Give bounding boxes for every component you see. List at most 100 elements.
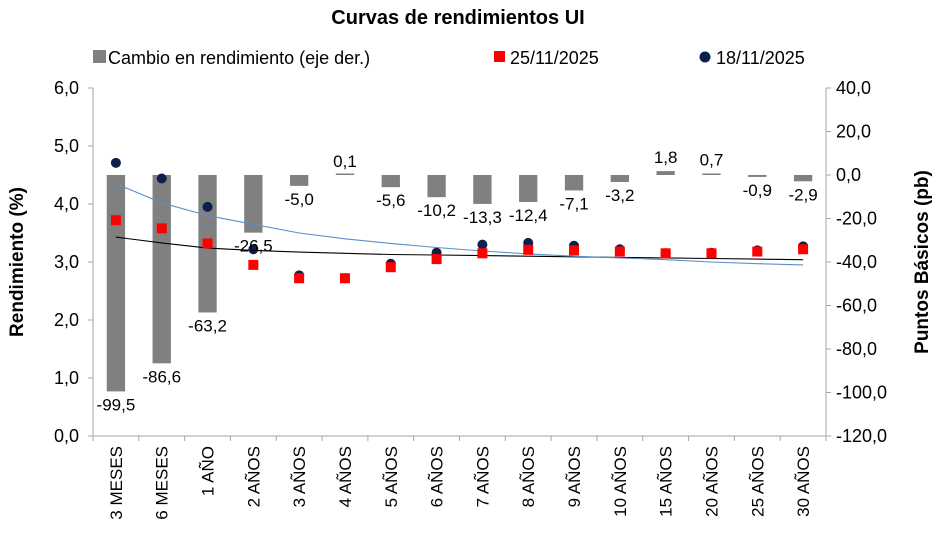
bar-value-label: -63,2 [188, 316, 227, 335]
marker-18-11-2025 [110, 157, 121, 168]
bar-value-label: -12,4 [509, 206, 548, 225]
right-tick-label: -60,0 [836, 296, 877, 316]
left-tick-label: 3,0 [54, 252, 79, 272]
bar-value-label: -7,1 [559, 194, 588, 213]
marker-25-11-2025 [614, 246, 625, 257]
marker-18-11-2025 [248, 244, 259, 255]
marker-18-11-2025 [156, 173, 167, 184]
change-bar [564, 175, 584, 191]
marker-25-11-2025 [156, 223, 167, 234]
left-tick-label: 4,0 [54, 194, 79, 214]
bar-value-label: -26,5 [234, 237, 273, 256]
category-label: 25 AÑOS [748, 446, 767, 517]
category-label: 7 AÑOS [473, 446, 492, 507]
left-tick-label: 1,0 [54, 368, 79, 388]
right-tick-label: -20,0 [836, 209, 877, 229]
bar-value-label: -13,3 [463, 208, 502, 227]
bar-value-label: -86,6 [142, 367, 181, 386]
marker-25-11-2025 [569, 245, 580, 256]
marker-18-11-2025 [202, 201, 213, 212]
marker-25-11-2025 [523, 244, 534, 255]
bar-data-labels: -99,5 -86,6 -63,2 -26,5 -5,0 0,1 -5,6 -10,2 -13,… [97, 148, 818, 414]
marker-25-11-2025 [110, 215, 121, 226]
marker-25-11-2025 [660, 248, 671, 259]
category-label: 3 AÑOS [290, 446, 309, 507]
legend-swatch-square [494, 51, 505, 62]
category-label: 6 MESES [153, 446, 172, 520]
category-label: 8 AÑOS [519, 446, 538, 507]
marker-25-11-2025 [385, 262, 396, 273]
bar-value-label: 0,1 [333, 152, 357, 171]
change-bar [427, 175, 446, 198]
category-label: 20 AÑOS [702, 446, 721, 517]
change-bar [519, 175, 538, 202]
trendline [115, 236, 804, 261]
change-bar [656, 171, 675, 175]
change-bar [335, 173, 355, 175]
trendlines [115, 183, 804, 266]
legend-swatch-bar [93, 50, 106, 63]
legend-label-25-11: 25/11/2025 [510, 48, 599, 68]
y2-axis-title: Puntos Básicos (pb) [912, 170, 933, 354]
bar-value-label: -5,6 [376, 191, 405, 210]
right-tick-label: -120,0 [836, 426, 887, 446]
bar-value-label: -99,5 [97, 395, 136, 414]
legend-label-bar: Cambio en rendimiento (eje der.) [108, 48, 370, 68]
left-tick-label: 2,0 [54, 310, 79, 330]
category-label: 1 AÑO [199, 446, 218, 496]
left-tick-label: 5,0 [54, 136, 79, 156]
trendline [115, 183, 804, 266]
change-bar [610, 175, 630, 182]
change-bar [289, 175, 309, 186]
category-label: 10 AÑOS [611, 446, 630, 517]
category-label: 6 AÑOS [428, 446, 447, 507]
right-tick-label: 0,0 [836, 165, 861, 185]
left-axis-ticks: 0,0 1,0 2,0 3,0 4,0 5,0 6,0 [54, 78, 93, 446]
category-label: 3 MESES [107, 446, 126, 520]
category-label: 5 AÑOS [382, 446, 401, 507]
marker-25-11-2025 [202, 238, 213, 249]
legend-label-18-11: 18/11/2025 [716, 48, 805, 68]
category-labels: 3 MESES 6 MESES 1 AÑO 2 AÑOS 3 AÑOS 4 AÑOS 5 A… [92, 436, 827, 520]
bar-value-label: 1,8 [654, 148, 678, 167]
legend-swatch-circle [699, 51, 711, 63]
marker-25-11-2025 [477, 248, 488, 259]
category-label: 30 AÑOS [794, 446, 813, 517]
right-tick-label: -100,0 [836, 383, 887, 403]
change-bar [244, 175, 263, 233]
right-tick-label: -80,0 [836, 339, 877, 359]
marker-25-11-2025 [339, 273, 350, 284]
change-bar [152, 175, 171, 364]
right-tick-label: 20,0 [836, 122, 871, 142]
change-bar [106, 175, 126, 392]
y-axis-title: Rendimiento (%) [7, 187, 28, 337]
bar-value-label: -10,2 [417, 201, 456, 220]
change-bar [381, 175, 400, 188]
category-label: 15 AÑOS [657, 446, 676, 517]
left-tick-label: 0,0 [54, 426, 79, 446]
chart-title: Curvas de rendimientos UI [331, 7, 584, 29]
change-bar [748, 175, 767, 177]
category-label: 4 AÑOS [336, 446, 355, 507]
yield-markers [110, 157, 809, 284]
bar-value-label: -5,0 [285, 190, 314, 209]
marker-25-11-2025 [294, 273, 305, 284]
category-label: 9 AÑOS [565, 446, 584, 507]
marker-18-11-2025 [477, 239, 488, 250]
marker-25-11-2025 [248, 259, 259, 270]
legend: Cambio en rendimiento (eje der.) 25/11/2… [93, 48, 805, 68]
right-tick-label: 40,0 [836, 78, 871, 98]
change-bar [793, 175, 813, 182]
left-tick-label: 6,0 [54, 78, 79, 98]
right-tick-label: -40,0 [836, 252, 877, 272]
right-axis-ticks: -120,0 -100,0 -80,0 -60,0 -40,0 -20,0 0,0 20,0 4… [826, 78, 887, 446]
change-bar [473, 175, 492, 204]
marker-25-11-2025 [706, 248, 717, 259]
marker-25-11-2025 [752, 246, 763, 257]
marker-25-11-2025 [798, 244, 809, 255]
bar-value-label: -0,9 [743, 181, 772, 200]
change-bar [702, 173, 721, 175]
bar-value-label: -3,2 [605, 186, 634, 205]
bar-value-label: 0,7 [700, 150, 724, 169]
